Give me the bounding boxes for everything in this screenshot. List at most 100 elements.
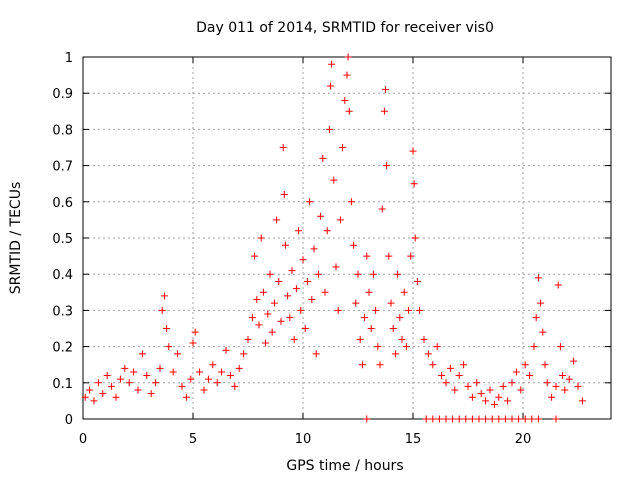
data-point (380, 107, 388, 115)
data-point (376, 361, 384, 369)
data-point (512, 368, 520, 376)
data-point (295, 227, 303, 235)
data-point (235, 364, 243, 372)
data-point (534, 274, 542, 282)
data-point (449, 415, 457, 423)
y-tick-label: 0.8 (52, 123, 73, 138)
x-tick-label: 20 (515, 432, 532, 447)
data-point (310, 245, 318, 253)
x-tick-label: 0 (79, 432, 87, 447)
axis-ticks: 0 5 10 15 20 0 0.1 0.2 0.3 0.4 0.5 0.6 0.7 0.8 0.9 1 (52, 51, 611, 447)
data-point (99, 390, 107, 398)
data-point (321, 288, 329, 296)
data-point (570, 357, 578, 365)
x-axis-label: GPS time / hours (286, 458, 403, 474)
data-point (429, 361, 437, 369)
data-point (317, 212, 325, 220)
data-point (455, 372, 463, 380)
data-point (424, 350, 432, 358)
data-point (394, 270, 402, 278)
data-point (143, 372, 151, 380)
data-point (299, 256, 307, 264)
data-points (81, 53, 586, 423)
data-point (323, 227, 331, 235)
data-point (341, 96, 349, 104)
data-point (94, 379, 102, 387)
data-point (367, 325, 375, 332)
y-tick-label: 0.3 (52, 304, 73, 319)
data-point (264, 310, 272, 318)
y-tick-label: 0.1 (52, 377, 73, 392)
data-point (327, 82, 334, 90)
data-point (169, 368, 177, 376)
data-point (477, 390, 485, 398)
data-point (468, 415, 476, 423)
data-point (284, 292, 292, 300)
data-point (543, 379, 551, 387)
data-point (174, 350, 182, 358)
data-point (273, 216, 281, 224)
data-point (147, 390, 155, 398)
data-point (482, 397, 490, 405)
data-point (396, 314, 404, 322)
data-point (400, 288, 408, 296)
data-point (468, 393, 476, 401)
data-point (561, 386, 569, 394)
data-point (517, 386, 525, 394)
data-point (438, 372, 446, 380)
data-point (391, 350, 399, 358)
data-point (86, 386, 94, 394)
data-point (354, 270, 362, 278)
data-point (108, 382, 116, 390)
data-point (389, 325, 397, 332)
data-point (222, 346, 230, 354)
data-point (429, 415, 437, 423)
data-point (526, 372, 534, 380)
data-point (411, 234, 419, 242)
data-point (163, 325, 171, 332)
data-point (332, 263, 340, 271)
y-tick-label: 0.9 (52, 87, 73, 102)
data-point (541, 361, 549, 369)
y-axis-label: SRMTID / TECUs (8, 182, 24, 295)
data-point (290, 335, 298, 343)
data-point (90, 397, 98, 405)
data-point (292, 285, 300, 293)
data-point (565, 375, 573, 383)
data-point (554, 281, 562, 289)
data-point (266, 270, 274, 278)
data-point (344, 53, 352, 61)
data-point (532, 314, 540, 322)
data-point (303, 277, 311, 285)
data-point (405, 306, 413, 314)
data-point (387, 299, 395, 307)
data-point (442, 415, 450, 423)
data-point (189, 339, 197, 347)
data-point (312, 350, 320, 358)
data-point (325, 125, 333, 133)
data-point (280, 191, 288, 199)
data-point (352, 299, 360, 307)
data-point (455, 415, 463, 423)
data-point (473, 379, 481, 387)
data-point (209, 361, 217, 369)
data-point (275, 277, 283, 285)
data-point (369, 270, 377, 278)
data-point (488, 415, 496, 423)
x-tick-label: 10 (295, 432, 312, 447)
data-point (182, 393, 190, 401)
data-point (460, 361, 468, 369)
data-point (534, 415, 542, 423)
data-point (407, 252, 415, 260)
x-tick-label: 5 (189, 432, 197, 447)
data-point (495, 393, 503, 401)
data-point (156, 364, 164, 372)
data-point (508, 415, 516, 423)
data-point (255, 321, 263, 329)
data-point (301, 325, 309, 332)
data-point (308, 296, 316, 304)
y-tick-label: 0.2 (52, 341, 73, 356)
data-point (281, 241, 289, 249)
data-point (297, 306, 305, 314)
